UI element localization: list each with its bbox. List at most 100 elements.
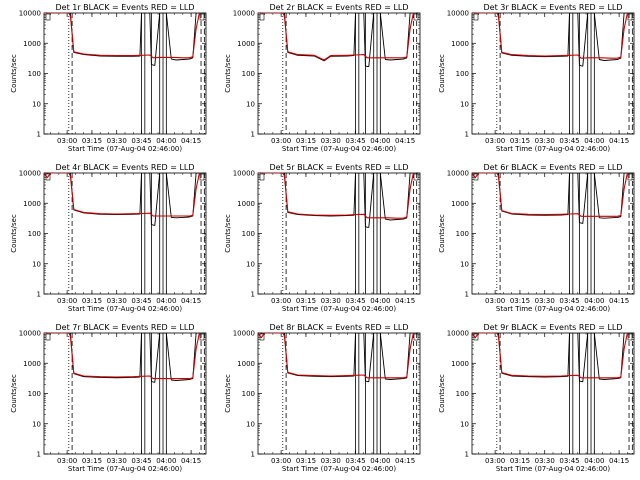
x-tick-label: 03:30 xyxy=(321,457,341,465)
top-left-bracket xyxy=(45,333,51,341)
y-tick-label: 1000 xyxy=(451,40,469,48)
y-tick-label: 1 xyxy=(465,451,469,459)
x-tick-label: 03:45 xyxy=(131,137,151,145)
x-tick-label: 04:15 xyxy=(395,137,415,145)
chart-panel: Det 5r BLACK = Events RED = LLD 1 10 100 100… xyxy=(224,163,421,313)
x-tick-label: 03:45 xyxy=(131,297,151,305)
plot-frame xyxy=(43,172,207,295)
x-tick-label: 04:00 xyxy=(156,457,176,465)
x-tick-label: 03:00 xyxy=(485,457,505,465)
y-tick-label: 1 xyxy=(251,291,255,299)
lld-rate-line xyxy=(258,13,414,61)
chart-panel: Det 9r BLACK = Events RED = LLD 1 10 100 100… xyxy=(438,323,635,473)
x-tick-label: 03:15 xyxy=(510,457,530,465)
events-rate-line xyxy=(258,173,414,228)
y-axis-label: Counts/sec xyxy=(438,374,446,413)
chart-title: Det 8r BLACK = Events RED = LLD xyxy=(269,323,408,332)
x-tick-label: 04:00 xyxy=(370,297,390,305)
chart-panel: Det 6r BLACK = Events RED = LLD 1 10 100 100… xyxy=(438,163,635,313)
y-tick-label: 10000 xyxy=(19,170,41,178)
top-right-bracket xyxy=(199,173,205,181)
top-right-bracket xyxy=(199,333,205,341)
x-tick-label: 03:15 xyxy=(296,137,316,145)
x-tick-label: 04:00 xyxy=(156,297,176,305)
plot-frame xyxy=(257,332,421,455)
y-tick-label: 10000 xyxy=(233,330,255,338)
x-tick-label: 03:15 xyxy=(82,457,102,465)
y-axis-label: Counts/sec xyxy=(224,214,232,253)
plot-frame xyxy=(257,172,421,295)
chart-panel: Det 2r BLACK = Events RED = LLD 1 10 100 100… xyxy=(224,3,421,153)
y-tick-label: 1000 xyxy=(237,40,255,48)
y-tick-label: 100 xyxy=(242,390,255,398)
y-tick-label: 100 xyxy=(28,230,41,238)
y-tick-label: 1000 xyxy=(451,360,469,368)
chart-title: Det 2r BLACK = Events RED = LLD xyxy=(269,3,408,12)
x-tick-label: 03:15 xyxy=(296,297,316,305)
y-tick-label: 1000 xyxy=(23,200,41,208)
top-left-bracket xyxy=(259,333,265,341)
y-tick-label: 1 xyxy=(465,291,469,299)
lld-rate-line xyxy=(258,333,414,379)
lld-rate-line xyxy=(472,333,628,379)
top-left-bracket xyxy=(259,13,265,21)
x-tick-label: 03:15 xyxy=(296,457,316,465)
y-tick-label: 1 xyxy=(37,131,41,139)
events-rate-line xyxy=(258,13,414,67)
top-left-bracket xyxy=(45,13,51,21)
y-tick-label: 10 xyxy=(460,100,469,108)
x-tick-label: 04:15 xyxy=(181,297,201,305)
lld-rate-line xyxy=(472,173,628,217)
y-axis-label: Counts/sec xyxy=(10,54,18,93)
top-right-bracket xyxy=(627,13,633,21)
y-tick-label: 1000 xyxy=(237,360,255,368)
top-right-bracket xyxy=(413,173,419,181)
chart-panel: Det 7r BLACK = Events RED = LLD 1 10 100 100… xyxy=(10,323,207,473)
x-tick-label: 03:30 xyxy=(535,297,555,305)
x-axis-label: Start Time (07-Aug-04 02:46:00) xyxy=(68,305,182,313)
y-tick-label: 10000 xyxy=(233,10,255,18)
y-tick-label: 100 xyxy=(456,230,469,238)
y-axis-label: Counts/sec xyxy=(224,374,232,413)
chart-title: Det 3r BLACK = Events RED = LLD xyxy=(483,3,622,12)
y-tick-label: 1 xyxy=(251,131,255,139)
x-tick-label: 03:15 xyxy=(510,137,530,145)
x-tick-label: 03:00 xyxy=(485,137,505,145)
y-tick-label: 1 xyxy=(37,291,41,299)
x-tick-label: 03:45 xyxy=(559,137,579,145)
x-axis-label: Start Time (07-Aug-04 02:46:00) xyxy=(68,145,182,153)
y-axis-label: Counts/sec xyxy=(438,214,446,253)
x-tick-label: 03:00 xyxy=(271,297,291,305)
x-tick-label: 03:30 xyxy=(535,137,555,145)
chart-title: Det 9r BLACK = Events RED = LLD xyxy=(483,323,622,332)
x-tick-label: 04:15 xyxy=(181,137,201,145)
events-rate-line xyxy=(44,13,200,66)
top-right-bracket xyxy=(627,173,633,181)
plot-frame xyxy=(471,172,635,295)
plot-frame xyxy=(471,12,635,135)
x-tick-label: 03:15 xyxy=(82,297,102,305)
x-axis-label: Start Time (07-Aug-04 02:46:00) xyxy=(496,305,610,313)
y-tick-label: 10 xyxy=(32,420,41,428)
x-tick-label: 03:00 xyxy=(271,137,291,145)
y-axis-label: Counts/sec xyxy=(438,54,446,93)
x-tick-label: 03:45 xyxy=(345,137,365,145)
chart-panel: Det 8r BLACK = Events RED = LLD 1 10 100 100… xyxy=(224,323,421,473)
x-tick-label: 03:00 xyxy=(57,297,77,305)
top-left-bracket xyxy=(473,333,479,341)
x-tick-label: 03:15 xyxy=(510,297,530,305)
x-tick-label: 04:15 xyxy=(395,297,415,305)
y-tick-label: 10 xyxy=(460,420,469,428)
y-tick-label: 10000 xyxy=(447,10,469,18)
lld-rate-line xyxy=(472,13,628,59)
x-tick-label: 03:15 xyxy=(82,137,102,145)
chart-title: Det 5r BLACK = Events RED = LLD xyxy=(269,163,408,172)
x-tick-label: 03:30 xyxy=(321,297,341,305)
plot-frame xyxy=(43,12,207,135)
lld-rate-line xyxy=(44,13,200,59)
x-tick-label: 03:00 xyxy=(271,457,291,465)
lld-rate-line xyxy=(258,173,414,219)
y-tick-label: 1 xyxy=(465,131,469,139)
chart-panel: Det 1r BLACK = Events RED = LLD 1 10 100 100… xyxy=(10,3,207,153)
x-tick-label: 04:15 xyxy=(181,457,201,465)
